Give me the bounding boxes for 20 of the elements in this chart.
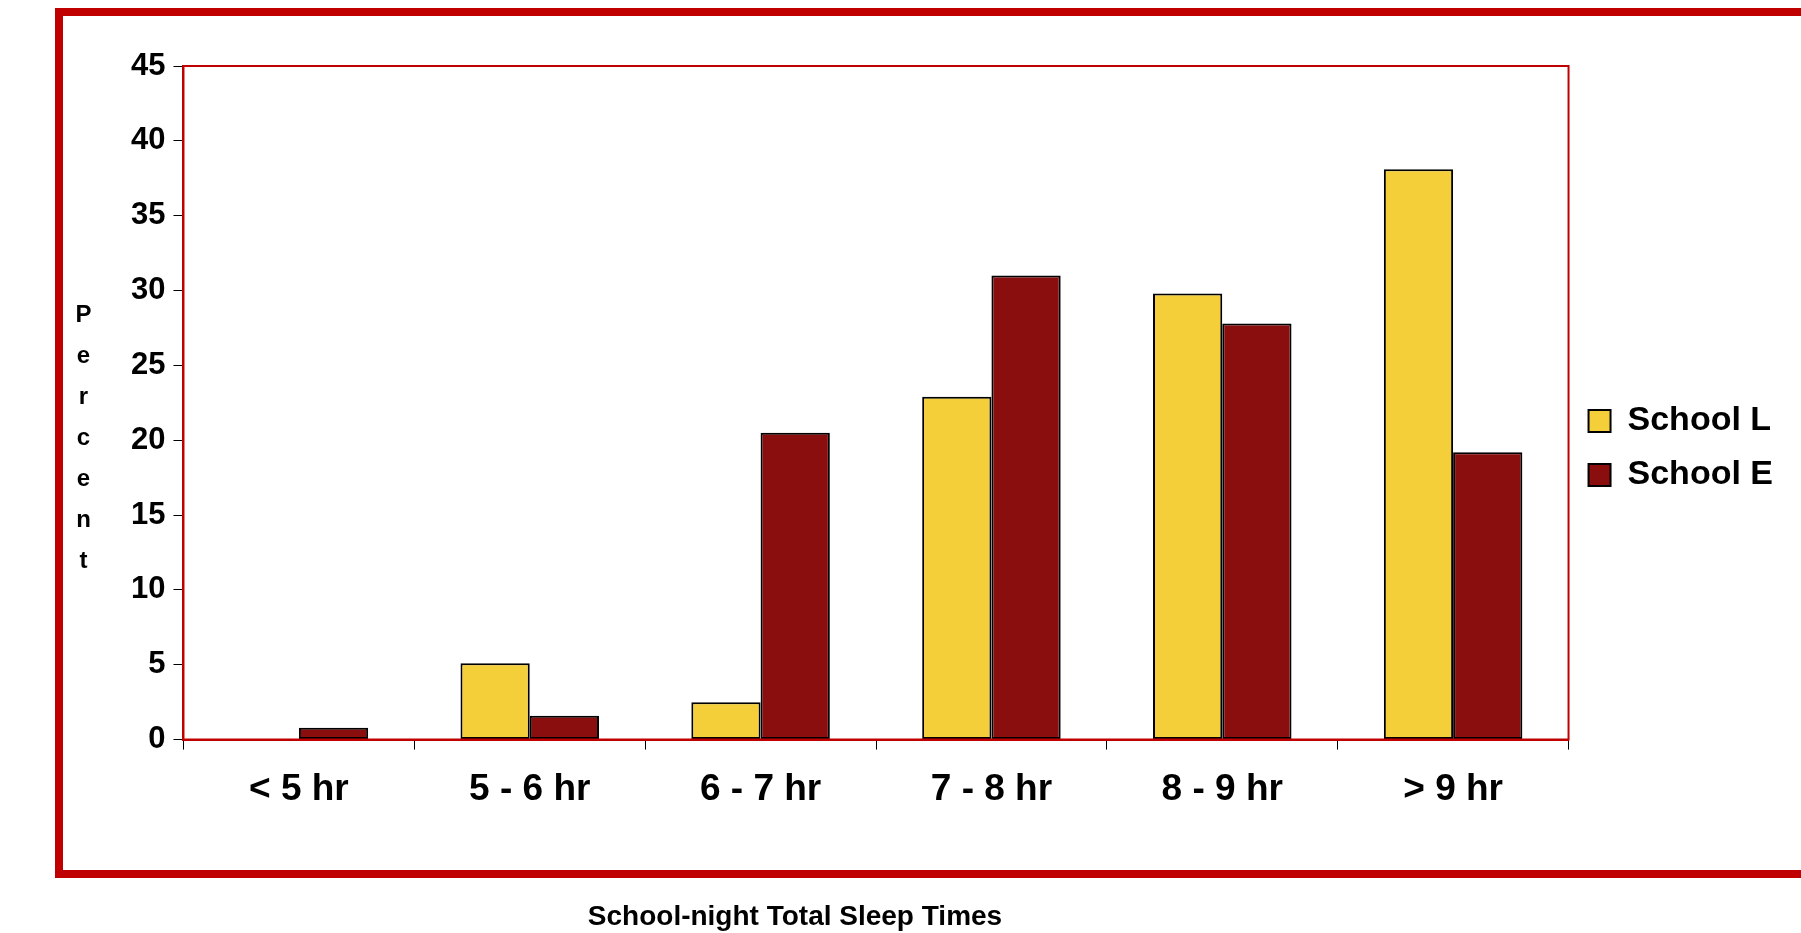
x-axis-title: School-night Total Sleep Times bbox=[586, 900, 1004, 932]
y-tick-label: 10 bbox=[131, 570, 166, 606]
y-tick-label: 15 bbox=[131, 495, 166, 531]
legend-label: School L bbox=[1627, 399, 1772, 438]
y-tick-label: 45 bbox=[131, 46, 166, 82]
y-tick-label: 0 bbox=[148, 720, 166, 756]
y-tick-label: 40 bbox=[131, 121, 166, 157]
y-axis-title: Percent bbox=[69, 299, 97, 587]
x-tick-label: > 9 hr bbox=[1403, 767, 1503, 808]
legend-label: School E bbox=[1627, 453, 1774, 492]
x-tick-label: 8 - 9 hr bbox=[1161, 767, 1283, 808]
x-tick-label: < 5 hr bbox=[249, 767, 349, 808]
y-tick-label: 25 bbox=[131, 345, 166, 381]
y-tick-label: 35 bbox=[131, 196, 166, 232]
x-tick-label: 5 - 6 hr bbox=[469, 767, 591, 808]
y-tick-label: 20 bbox=[131, 420, 166, 456]
y-tick-label: 30 bbox=[131, 271, 166, 307]
x-tick-label: 6 - 7 hr bbox=[699, 767, 822, 808]
x-tick-label: 7 - 8 hr bbox=[930, 767, 1053, 808]
y-tick-label: 5 bbox=[148, 645, 166, 681]
